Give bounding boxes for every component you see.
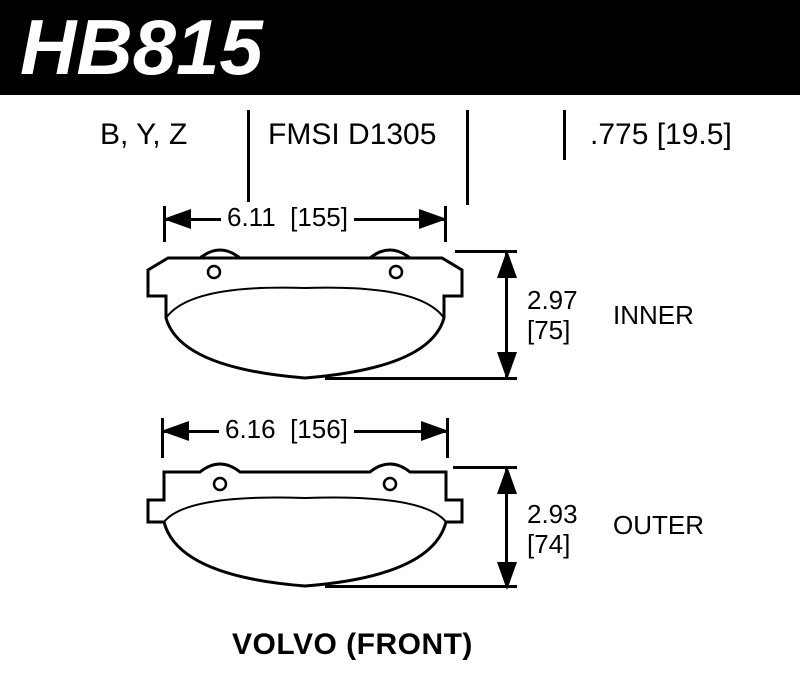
inner-width-in: 6.11 [227, 202, 276, 232]
divider-line [563, 110, 566, 160]
ext-line [444, 206, 447, 242]
divider-line [247, 110, 250, 205]
outer-pad-outline [130, 452, 480, 602]
ext-line [325, 377, 517, 380]
outer-width-mm: [156] [290, 414, 348, 444]
outer-width-in: 6.16 [225, 414, 276, 444]
inner-width-dim: 6.11 [155] [165, 218, 445, 221]
outer-height-in: 2.93 [527, 499, 578, 529]
info-row: B, Y, Z FMSI D1305 .775 [19.5] [0, 110, 800, 158]
ext-line [455, 250, 517, 253]
divider-line [466, 110, 469, 205]
arrow-left-icon [161, 421, 189, 441]
vehicle-label: VOLVO (FRONT) [232, 628, 473, 662]
arrow-left-icon [163, 209, 191, 229]
inner-height-in: 2.97 [527, 285, 578, 315]
inner-label: INNER [613, 300, 694, 331]
inner-pad-outline [130, 240, 480, 390]
part-number: HB815 [20, 2, 263, 93]
compounds-text: B, Y, Z [100, 118, 187, 152]
outer-label: OUTER [613, 510, 704, 541]
header-band: HB815 [0, 0, 800, 95]
arrow-right-icon [421, 421, 449, 441]
arrow-right-icon [419, 209, 447, 229]
outer-width-dim: 6.16 [156] [163, 430, 447, 433]
inner-height-mm: [75] [527, 315, 570, 345]
ext-line [325, 585, 517, 588]
thickness-text: .775 [19.5] [590, 118, 732, 152]
fmsi-text: FMSI D1305 [268, 118, 436, 152]
arrow-down-icon [497, 352, 517, 380]
outer-height-mm: [74] [527, 529, 570, 559]
ext-line [453, 466, 517, 469]
ext-line [163, 206, 166, 242]
inner-width-mm: [155] [290, 202, 348, 232]
